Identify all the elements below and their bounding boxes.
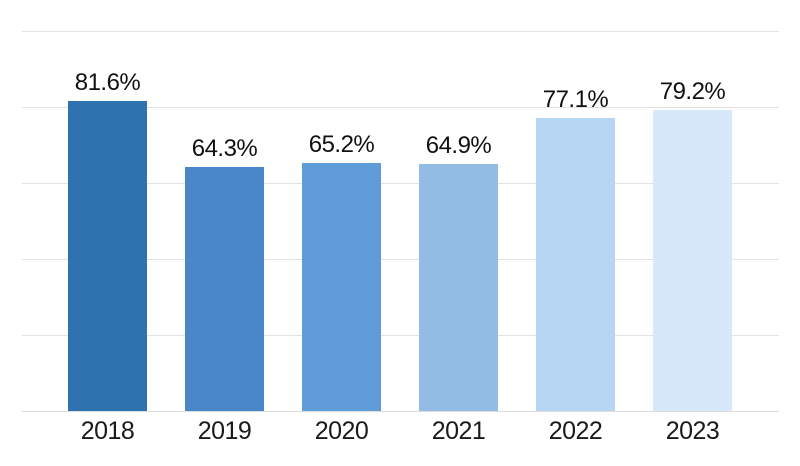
bar-value-label-2022: 77.1% — [542, 86, 609, 113]
x-axis-tick-label-2023: 2023 — [665, 417, 720, 445]
gridline-60 — [22, 183, 779, 184]
bar-2020 — [302, 163, 381, 411]
bar-2018 — [68, 101, 147, 411]
bar-value-label-2018: 81.6% — [74, 69, 141, 96]
bar-value-label-2019: 64.3% — [191, 135, 258, 162]
bar-2022 — [536, 118, 615, 411]
gridline-100 — [22, 31, 779, 32]
gridline-80 — [22, 107, 779, 108]
bar-value-label-2021: 64.9% — [425, 132, 492, 159]
x-axis-tick-label-2022: 2022 — [548, 417, 603, 445]
bar-value-label-2020: 65.2% — [308, 131, 375, 158]
gridline-20 — [22, 335, 779, 336]
x-axis-tick-label-2019: 2019 — [197, 417, 252, 445]
x-axis-line — [22, 411, 779, 412]
bar-value-label-2023: 79.2% — [659, 78, 726, 105]
bar-2019 — [185, 167, 264, 411]
x-axis-tick-label-2018: 2018 — [80, 417, 135, 445]
bar-2023 — [653, 110, 732, 411]
gridline-40 — [22, 259, 779, 260]
x-axis-tick-label-2020: 2020 — [314, 417, 369, 445]
bar-2021 — [419, 164, 498, 411]
x-axis-tick-label-2021: 2021 — [431, 417, 486, 445]
